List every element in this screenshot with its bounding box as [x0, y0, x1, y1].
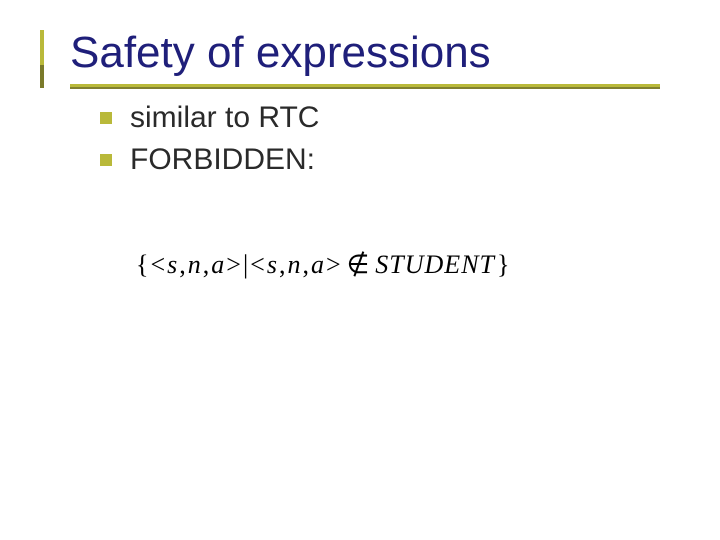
formula-relation: STUDENT [375, 250, 495, 280]
bullet-text: FORBIDDEN: [130, 142, 315, 178]
formula-var-a: a [211, 250, 224, 280]
formula-var-s: s [167, 250, 177, 280]
bullet-square-icon [100, 112, 112, 124]
slide-title: Safety of expressions [70, 30, 680, 76]
formula-notin-icon: ∉ [347, 250, 370, 280]
bullet-square-icon [100, 154, 112, 166]
formula-comma: , [302, 250, 309, 280]
slide: Safety of expressions similar to RTC FOR… [0, 0, 720, 540]
formula: { < s , n , a > | < s , n , a > ∉ STUDEN… [100, 250, 680, 280]
formula-comma: , [203, 250, 210, 280]
formula-close-brace: } [497, 250, 509, 280]
formula-lt: < [150, 250, 165, 280]
formula-gt: > [326, 250, 341, 280]
formula-comma: , [179, 250, 186, 280]
bullet-item: FORBIDDEN: [100, 142, 680, 178]
formula-var-s: s [267, 250, 277, 280]
formula-lt: < [250, 250, 265, 280]
bullet-text: similar to RTC [130, 100, 319, 136]
formula-var-n: n [287, 250, 300, 280]
formula-gt: > [226, 250, 241, 280]
formula-var-a: a [311, 250, 324, 280]
formula-bar: | [243, 250, 248, 280]
formula-open-brace: { [136, 250, 148, 280]
formula-var-n: n [188, 250, 201, 280]
title-accent-bar [40, 30, 44, 88]
title-block: Safety of expressions [40, 30, 680, 76]
bullet-item: similar to RTC [100, 100, 680, 136]
body: similar to RTC FORBIDDEN: { < s , n , a … [40, 100, 680, 280]
formula-comma: , [279, 250, 286, 280]
